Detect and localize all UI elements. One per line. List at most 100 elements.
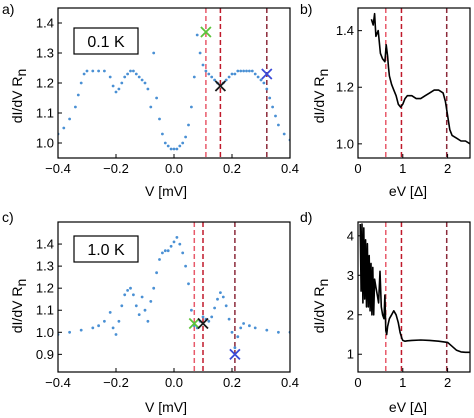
panel-a-data-point	[175, 147, 179, 151]
panel-d-xtick-label: 0	[354, 375, 361, 390]
panel-a-data-point	[210, 75, 214, 79]
panel-a-data-point	[262, 81, 266, 85]
panel-a-tag: a)	[2, 1, 14, 17]
panel-c-data-point	[166, 249, 170, 253]
panel-b-ylabel: dI/dV Rn	[311, 69, 331, 124]
panel-c-data-point	[146, 319, 150, 323]
panel-c-data-point	[230, 330, 234, 334]
panel-c-data-point	[242, 322, 246, 325]
panel-c-data-point	[158, 258, 161, 261]
panel-a-ytick-label: 1.2	[36, 76, 54, 91]
panel-a-data-point	[271, 105, 274, 109]
panel-c-data-point	[265, 328, 269, 332]
panel-c-data-point	[114, 333, 118, 336]
panel-d-ytick-label: 4	[347, 228, 354, 243]
panel-c-ytick-label: 1.3	[36, 259, 54, 274]
panel-a-data-point	[68, 117, 71, 121]
panel-a-data-point	[146, 87, 150, 91]
panel-c-data-point	[108, 311, 112, 314]
panel-a-xtick-label: 0.0	[165, 161, 183, 176]
panel-b-xtick-label: 1	[399, 161, 406, 176]
panel-c-data-point	[126, 289, 129, 292]
panel-a-temp-label: 0.1 K	[87, 34, 125, 51]
panel-c-xtick-label: 0.4	[281, 375, 299, 390]
panel-c-data-point	[117, 319, 121, 323]
panel-a-data-point	[184, 135, 188, 139]
panel-c-data-point	[134, 304, 138, 308]
panel-c-xtick-label: 0.0	[165, 375, 183, 390]
panel-c-cross-marker-0	[188, 317, 200, 330]
panel-d-ytick-label: 3	[347, 268, 354, 283]
panel-c-data-point	[175, 236, 179, 239]
panel-a-data-point	[62, 126, 66, 130]
panel-b: b) dI/dV Rn eV [Δ] 0 1 2 1.0 1.2 1.4	[300, 1, 471, 199]
panel-a-data-point	[172, 147, 176, 151]
panel-c-data-point	[91, 326, 95, 330]
panel-c-xlabel: V [mV]	[145, 399, 187, 415]
panel-a-series	[58, 33, 290, 151]
panel-a-data-point	[129, 69, 132, 73]
panel-c-data-point	[120, 304, 124, 308]
panel-a-data-point	[143, 81, 147, 85]
panel-a-data-point	[181, 141, 185, 145]
panel-a-data-point	[187, 123, 190, 127]
panel-c-temp-box	[73, 235, 139, 263]
panel-a-data-point	[250, 69, 254, 73]
panel-c-data-point	[187, 282, 190, 286]
panel-a-data-point	[274, 114, 277, 118]
panel-a-data-point	[108, 75, 112, 79]
panel-a-data-point	[213, 78, 217, 82]
panel-d-ylabel: dI/dV Rn	[311, 279, 331, 334]
panel-d-ytick-label: 2	[347, 307, 354, 322]
panel-a-data-point	[204, 69, 208, 73]
panel-a-data-point	[230, 72, 234, 76]
panel-a-data-point	[282, 132, 286, 136]
panel-a-data-point	[79, 81, 83, 85]
panel-a-data-point	[265, 87, 269, 91]
panel-c-data-point	[68, 330, 71, 334]
panel-c-data-point	[178, 242, 182, 246]
panel-a-data-point	[277, 123, 280, 127]
panel-a-cross-marker-2	[261, 68, 273, 80]
panel-a-xtick-label: −0.2	[103, 161, 129, 176]
panel-c-data-point	[221, 295, 225, 299]
panel-a-xlabel: V [mV]	[145, 183, 187, 199]
panel-a-data-point	[236, 69, 240, 73]
panel-a-data-point	[227, 75, 231, 79]
panel-c-cross-marker-2	[229, 348, 241, 360]
panel-c-data-point	[143, 308, 147, 312]
panel-a-data-point	[161, 132, 164, 136]
panel-a-data-point	[192, 75, 196, 79]
panel-a-data-point	[253, 72, 257, 76]
panel-c-data-point	[155, 271, 159, 275]
panel-c-data-point	[161, 251, 164, 255]
panel-c-xtick-label: 0.2	[223, 375, 241, 390]
panel-a-ylabel: dI/dV Rn	[9, 69, 29, 124]
panel-d-series-line	[359, 223, 470, 354]
panel-c-data-point	[111, 326, 115, 330]
panel-a: a) dI/dV Rn V [mV] 0.1 K −0.4 −0.2 0.0 0.2 0…	[2, 1, 299, 199]
panel-a-data-point	[82, 72, 86, 76]
panel-b-tag: b)	[300, 1, 312, 17]
panel-a-xtick-label: −0.4	[45, 161, 71, 176]
panel-a-data-point	[268, 96, 272, 100]
panel-a-ytick-label: 1.3	[36, 46, 54, 61]
panel-c-data-point	[181, 251, 185, 255]
panel-b-xlabel: eV [Δ]	[389, 183, 427, 199]
panel-d-plot-area	[359, 222, 470, 372]
panel-b-plot-area	[370, 8, 470, 158]
panel-c-data-point	[224, 304, 228, 308]
panel-c: c) dI/dV Rn V [mV] 1.0 K −0.4 −0.2 0.0 0.2 0…	[2, 209, 299, 415]
panel-c-data-point	[248, 324, 251, 328]
panel-c-data-point	[103, 319, 106, 323]
panel-c-ytick-label: 1.0	[36, 325, 54, 340]
panel-c-data-point	[219, 291, 222, 294]
panel-a-data-point	[114, 90, 118, 94]
panel-a-data-point	[76, 93, 80, 97]
panel-a-data-point	[137, 75, 141, 79]
panel-c-ytick-label: 1.2	[36, 281, 54, 296]
panel-a-cross-marker-1	[214, 80, 227, 92]
panel-c-data-point	[172, 240, 176, 244]
panel-c-data-point	[129, 286, 132, 290]
panel-c-data-point	[210, 315, 214, 319]
